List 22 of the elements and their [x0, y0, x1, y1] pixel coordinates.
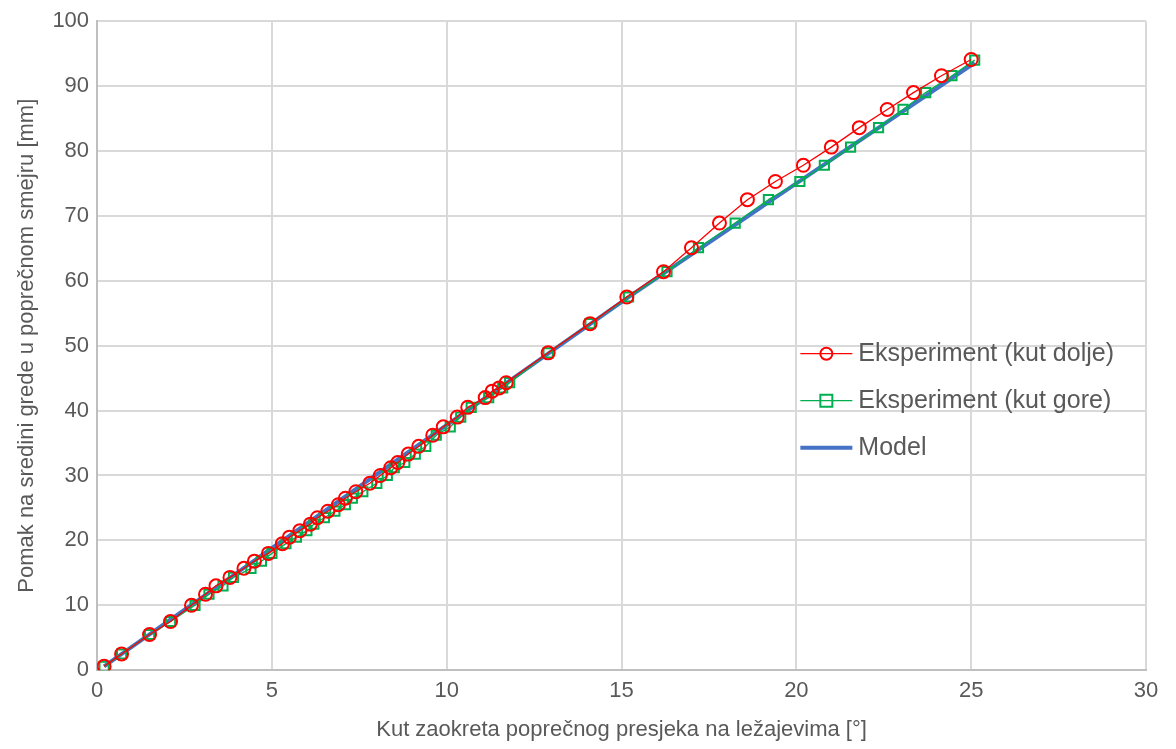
x-tick-label: 5 [265, 677, 279, 703]
y-tick-label: 20 [64, 526, 90, 552]
legend-label: Model [858, 431, 927, 460]
y-tick-label: 40 [64, 396, 90, 422]
y-tick-label: 30 [64, 461, 90, 487]
x-axis-title: Kut zaokreta poprečnog presjeka na ležajevima [°] [376, 715, 867, 741]
y-tick-label: 10 [64, 591, 90, 617]
x-tick-label: 20 [784, 677, 809, 703]
x-tick-label: 15 [609, 677, 634, 703]
y-tick-label: 60 [64, 266, 90, 292]
legend-label: Eksperiment (kut gore) [858, 384, 1112, 413]
y-tick-label: 80 [64, 137, 90, 163]
x-tick-label: 25 [958, 677, 984, 703]
y-tick-label: 50 [64, 331, 90, 357]
y-tick-label: 70 [64, 201, 90, 227]
y-tick-label: 100 [52, 7, 90, 33]
y-tick-label: 0 [76, 656, 90, 682]
legend-label: Eksperiment (kut dolje) [858, 337, 1114, 366]
x-tick-label: 10 [434, 677, 459, 703]
x-tick-label: 30 [1133, 677, 1159, 703]
y-tick-label: 90 [64, 72, 90, 98]
y-axis-title: Pomak na sredini grede u poprečnom smejru [mm] [13, 98, 39, 593]
